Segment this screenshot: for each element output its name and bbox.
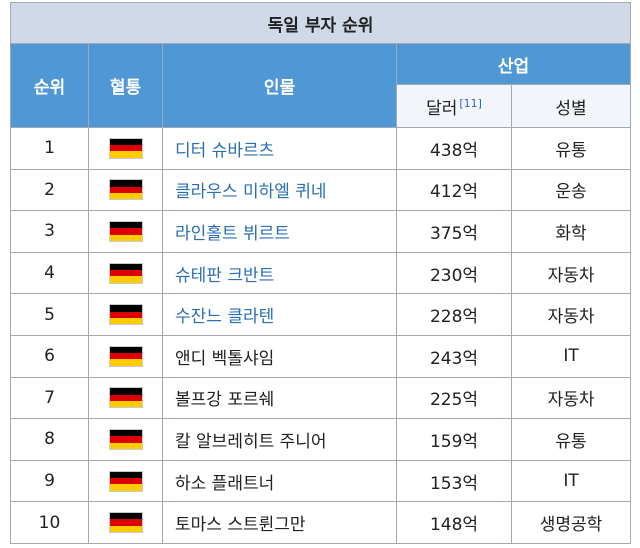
germany-flag-icon <box>108 387 143 409</box>
germany-flag-icon <box>108 220 143 242</box>
footnote-link[interactable]: [11] <box>459 96 482 110</box>
header-industry-group: 산업 <box>395 43 632 85</box>
table-row: 1 디터 슈바르츠 438억 유통 <box>10 127 632 170</box>
rich-list-table: 독일 부자 순위 순위 혈통 인물 산업 달러 [11] 성별 1 디터 슈바르츠 4… <box>9 2 632 544</box>
person-cell: 칼 알브레히트 주니어 <box>162 418 397 461</box>
header-rank: 순위 <box>10 43 89 128</box>
dollar-cell: 153억 <box>396 459 512 503</box>
flag-cell <box>88 334 163 378</box>
flag-cell <box>88 418 163 461</box>
sector-cell: 자동차 <box>510 293 632 336</box>
dollar-cell: 375억 <box>396 210 512 253</box>
flag-cell <box>88 376 163 420</box>
rank-cell: 1 <box>10 127 89 170</box>
sector-cell: 유통 <box>510 127 632 170</box>
person-cell: 토마스 스트륀그만 <box>162 501 397 544</box>
flag-cell <box>88 501 163 544</box>
sector-cell: 화학 <box>510 210 632 253</box>
person-cell: 앤디 벡톨샤임 <box>162 334 397 378</box>
person-cell: 라인홀트 뷔르트 <box>162 210 397 253</box>
rank-cell: 9 <box>10 459 89 503</box>
germany-flag-icon <box>108 345 143 367</box>
dollar-cell: 159억 <box>396 418 512 461</box>
flag-cell <box>88 293 163 336</box>
germany-flag-icon <box>108 512 143 534</box>
table-body: 1 디터 슈바르츠 438억 유통 2 클라우스 미하엘 퀴네 412억 운송 3 라인홀트 뷔르… <box>10 127 632 544</box>
rank-cell: 6 <box>10 334 89 378</box>
table-row: 8 칼 알브레히트 주니어 159억 유통 <box>10 418 632 461</box>
sector-cell: IT <box>510 334 632 378</box>
flag-cell <box>88 251 163 295</box>
person-link[interactable]: 라인홀트 뷔르트 <box>175 223 290 244</box>
dollar-cell: 230억 <box>396 251 512 295</box>
person-cell: 볼프강 포르쉐 <box>162 376 397 420</box>
dollar-cell: 225억 <box>396 376 512 420</box>
germany-flag-icon <box>108 428 143 450</box>
rank-cell: 10 <box>10 501 89 544</box>
table-row: 2 클라우스 미하엘 퀴네 412억 운송 <box>10 168 632 212</box>
germany-flag-icon <box>108 179 143 201</box>
sector-cell: 운송 <box>510 168 632 212</box>
person-name: 토마스 스트륀그만 <box>175 515 306 536</box>
person-link[interactable]: 클라우스 미하엘 퀴네 <box>175 182 327 203</box>
header-sector: 성별 <box>510 84 632 128</box>
person-cell: 수잔느 클라텐 <box>162 293 397 336</box>
table-row: 6 앤디 벡톨샤임 243억 IT <box>10 334 632 378</box>
rank-cell: 7 <box>10 376 89 420</box>
person-link[interactable]: 디터 슈바르츠 <box>175 140 275 161</box>
person-cell: 슈테판 크반트 <box>162 251 397 295</box>
rank-cell: 5 <box>10 293 89 336</box>
sector-cell: 생명공학 <box>510 501 632 544</box>
person-cell: 디터 슈바르츠 <box>162 127 397 170</box>
table-row: 5 수잔느 클라텐 228억 자동차 <box>10 293 632 336</box>
flag-cell <box>88 168 163 212</box>
person-name: 칼 알브레히트 주니어 <box>175 431 327 452</box>
rank-cell: 3 <box>10 210 89 253</box>
table-title: 독일 부자 순위 <box>9 2 632 44</box>
table-row: 10 토마스 스트륀그만 148억 생명공학 <box>10 501 632 544</box>
person-link[interactable]: 슈테판 크반트 <box>175 265 275 286</box>
dollar-cell: 228억 <box>396 293 512 336</box>
rank-cell: 8 <box>10 418 89 461</box>
person-cell: 클라우스 미하엘 퀴네 <box>162 168 397 212</box>
flag-cell <box>88 210 163 253</box>
table-row: 7 볼프강 포르쉐 225억 자동차 <box>10 376 632 420</box>
germany-flag-icon <box>108 262 143 284</box>
dollar-cell: 438억 <box>396 127 512 170</box>
sector-cell: 자동차 <box>510 251 632 295</box>
dollar-cell: 412억 <box>396 168 512 212</box>
person-link[interactable]: 수잔느 클라텐 <box>175 307 275 328</box>
rank-cell: 2 <box>10 168 89 212</box>
table-row: 9 하소 플래트너 153억 IT <box>10 459 632 503</box>
header-nationality: 혈통 <box>88 43 163 128</box>
person-name: 앤디 벡톨샤임 <box>175 348 275 369</box>
header-person: 인물 <box>162 43 397 128</box>
rank-cell: 4 <box>10 251 89 295</box>
dollar-cell: 243억 <box>396 334 512 378</box>
germany-flag-icon <box>108 137 143 159</box>
germany-flag-icon <box>108 470 143 492</box>
flag-cell <box>88 459 163 503</box>
sector-cell: IT <box>510 459 632 503</box>
sector-cell: 유통 <box>510 418 632 461</box>
flag-cell <box>88 127 163 170</box>
person-cell: 하소 플래트너 <box>162 459 397 503</box>
person-name: 볼프강 포르쉐 <box>175 390 275 411</box>
header-dollar: 달러 [11] <box>396 84 512 128</box>
table-row: 3 라인홀트 뷔르트 375억 화학 <box>10 210 632 253</box>
dollar-cell: 148억 <box>396 501 512 544</box>
header-dollar-label: 달러 <box>426 98 458 119</box>
person-name: 하소 플래트너 <box>175 473 275 494</box>
sector-cell: 자동차 <box>510 376 632 420</box>
germany-flag-icon <box>108 304 143 326</box>
table-row: 4 슈테판 크반트 230억 자동차 <box>10 251 632 295</box>
